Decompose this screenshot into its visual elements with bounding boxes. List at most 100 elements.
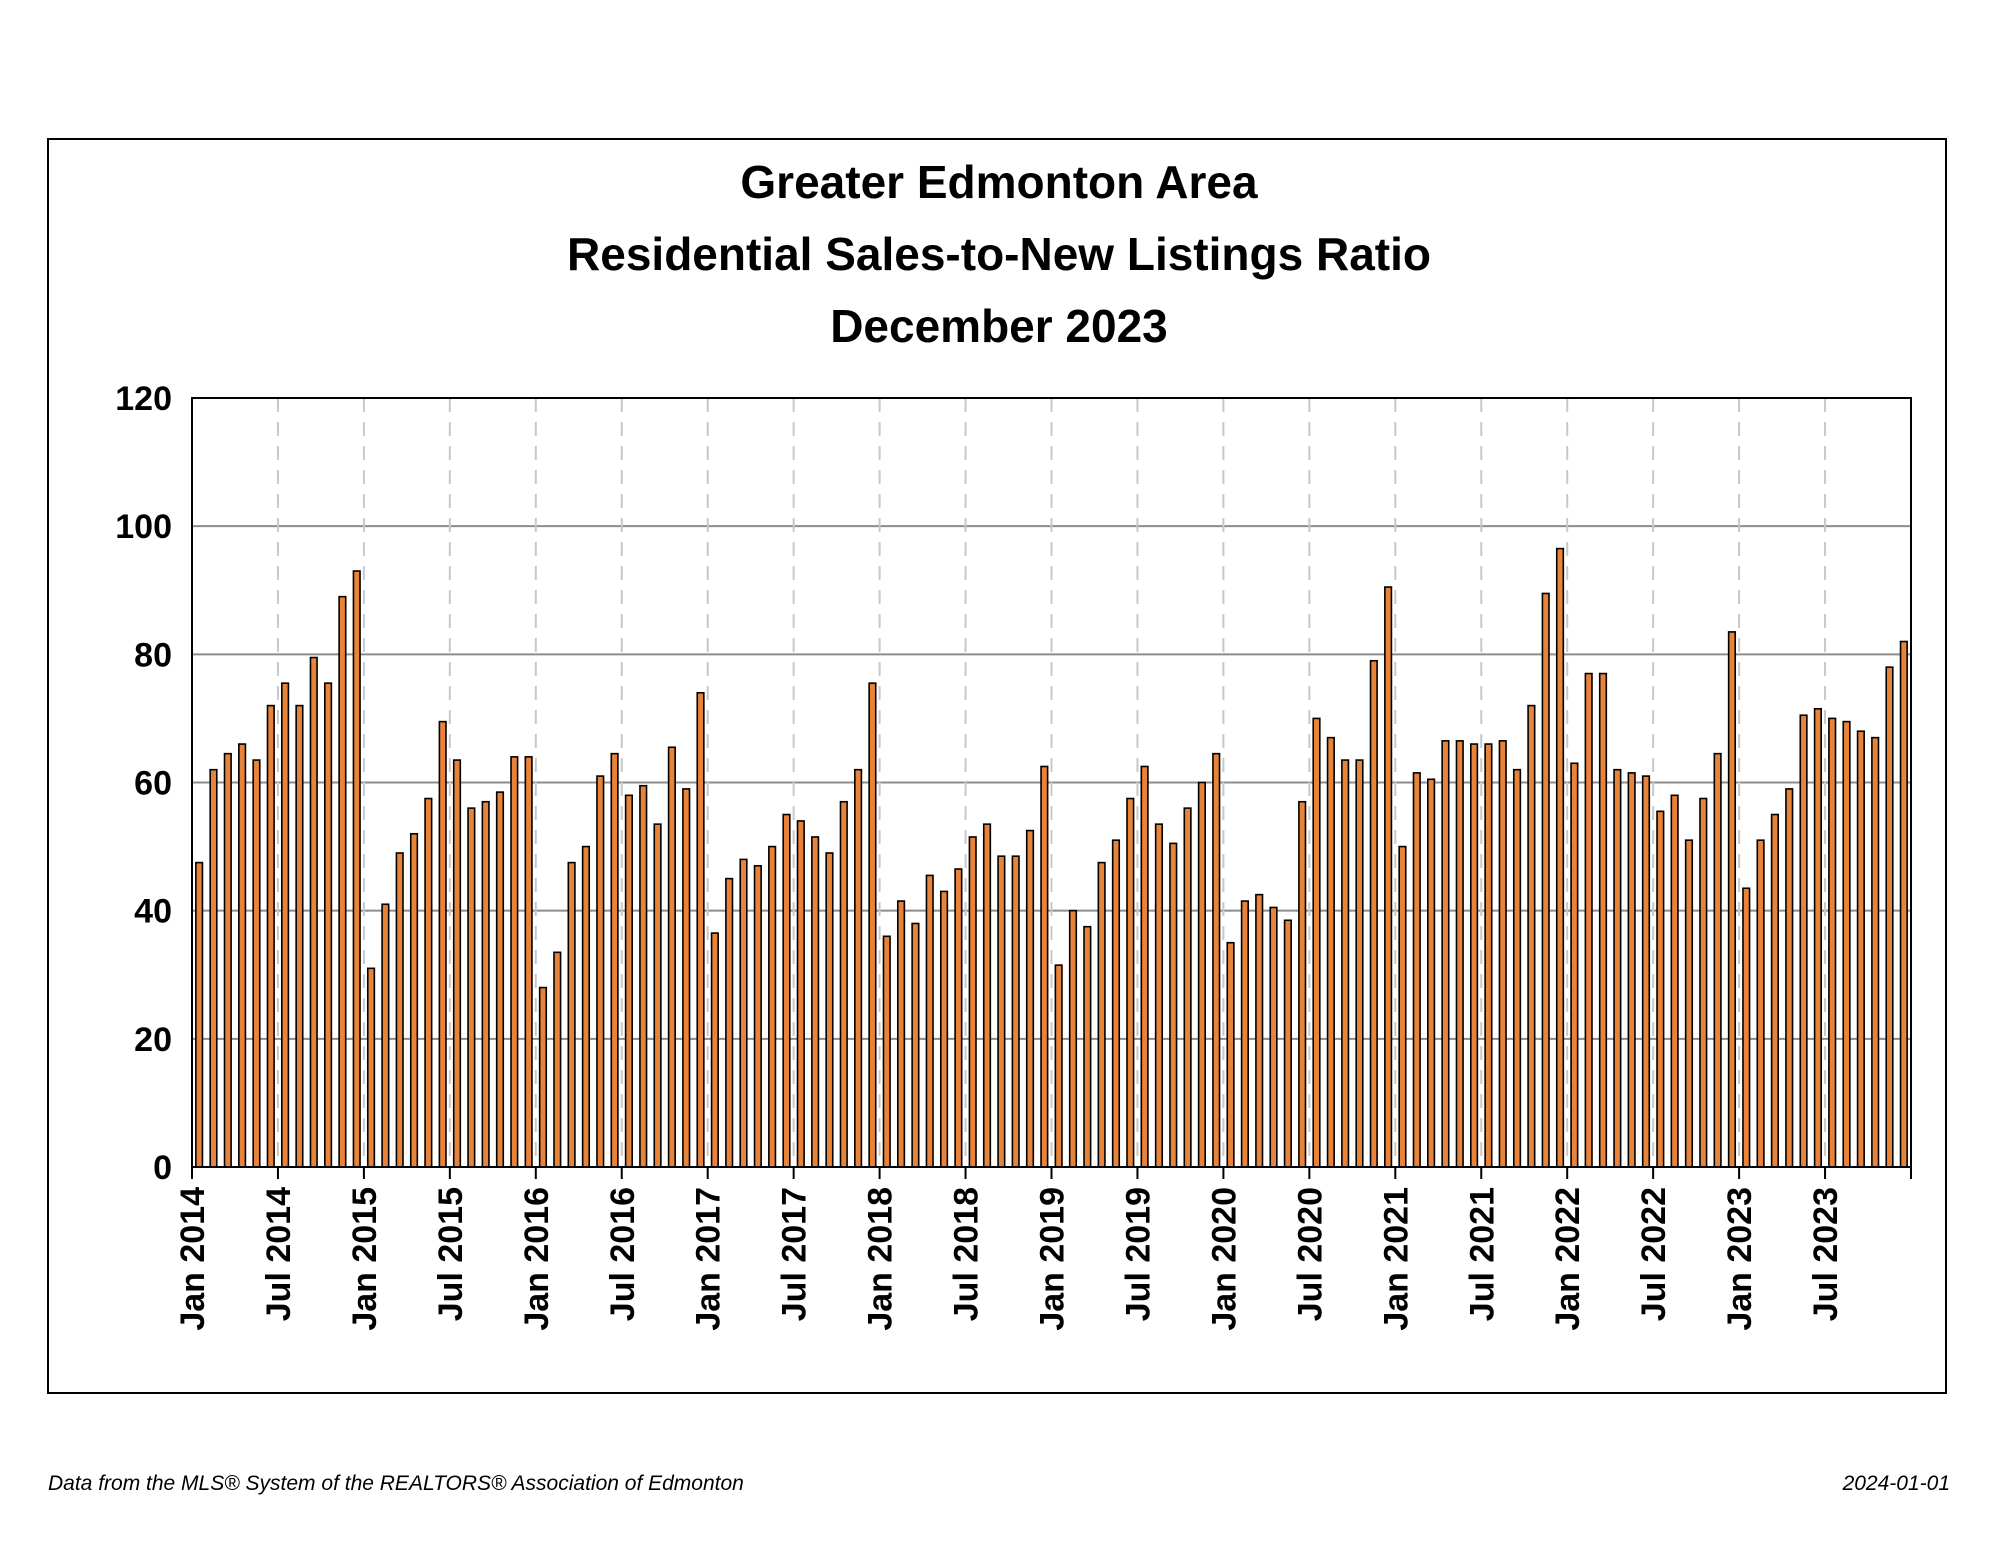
- bar: [1627, 772, 1636, 1168]
- x-tick-label: Jul 2023: [1807, 1187, 1845, 1321]
- bar: [252, 759, 261, 1168]
- x-tick-label: Jul 2022: [1635, 1187, 1673, 1321]
- bar: [682, 788, 691, 1168]
- bar: [1126, 797, 1135, 1168]
- x-axis-tick-labels: Jan 2014 Jul 2014 Jan 2015 Jul 2015 Jan 2016…: [174, 1187, 1845, 1331]
- bar: [1169, 842, 1178, 1168]
- bar: [968, 836, 977, 1168]
- bar: [1541, 592, 1550, 1168]
- x-tick-label: Jul 2021: [1463, 1187, 1501, 1321]
- bar: [495, 791, 505, 1168]
- bar: [538, 986, 548, 1168]
- bar: [1555, 547, 1565, 1168]
- y-tick-label: 60: [134, 765, 172, 803]
- bar: [1871, 736, 1880, 1168]
- bar: [395, 852, 404, 1168]
- bar: [1398, 845, 1407, 1168]
- bar: [467, 807, 476, 1168]
- bar: [438, 720, 447, 1168]
- bar: [1670, 794, 1679, 1168]
- chart-title-line-1: Greater Edmonton Area: [740, 156, 1258, 208]
- bar: [1412, 772, 1421, 1168]
- bar: [581, 845, 591, 1168]
- bar: [725, 877, 734, 1168]
- bar: [1369, 659, 1378, 1168]
- bar: [839, 800, 848, 1168]
- bar: [1226, 941, 1235, 1168]
- x-tick-label: Jan 2023: [1721, 1187, 1759, 1331]
- bar: [1140, 765, 1149, 1168]
- bar: [1240, 900, 1249, 1168]
- chart-frame: Greater Edmonton Area Residential Sales-…: [47, 138, 1947, 1394]
- x-tick-label: Jul 2016: [604, 1187, 642, 1321]
- chart-title: Greater Edmonton Area Residential Sales-…: [567, 156, 1431, 352]
- bar: [266, 704, 275, 1168]
- bar: [452, 759, 462, 1168]
- chart-svg: Greater Edmonton Area Residential Sales-…: [115, 156, 1912, 1331]
- bar: [639, 784, 648, 1168]
- bar: [1298, 800, 1307, 1168]
- bar: [1785, 788, 1794, 1168]
- x-tick-label: Jan 2018: [862, 1187, 900, 1331]
- bar: [1641, 775, 1651, 1168]
- bar: [1899, 640, 1908, 1168]
- bar: [352, 570, 361, 1168]
- bar: [481, 800, 490, 1168]
- x-tick-label: Jan 2016: [518, 1187, 556, 1331]
- x-tick-label: Jul 2020: [1291, 1187, 1329, 1321]
- x-tick-label: Jul 2014: [260, 1187, 298, 1321]
- bar: [338, 595, 347, 1168]
- x-tick-label: Jan 2022: [1549, 1187, 1587, 1331]
- bar: [1212, 752, 1221, 1168]
- grid-layer: [192, 397, 1911, 1167]
- bar: [825, 852, 834, 1168]
- chart-title-line-2: Residential Sales-to-New Listings Ratio: [567, 228, 1431, 280]
- x-tick-label: Jan 2020: [1205, 1187, 1243, 1331]
- bar: [409, 832, 419, 1168]
- bar: [1283, 919, 1292, 1168]
- bar: [1068, 909, 1078, 1168]
- bar: [1326, 736, 1335, 1168]
- bar: [753, 865, 762, 1168]
- bar: [1527, 704, 1536, 1168]
- y-tick-label: 40: [134, 893, 172, 931]
- bar: [939, 890, 949, 1168]
- bar: [1498, 740, 1507, 1168]
- x-tick-label: Jul 2018: [948, 1187, 986, 1321]
- bar: [309, 656, 318, 1168]
- bar: [868, 682, 877, 1168]
- bar: [1025, 829, 1035, 1168]
- bar: [1469, 743, 1479, 1168]
- footer-source-note: Data from the MLS® System of the REALTOR…: [48, 1472, 744, 1495]
- bar: [1713, 752, 1722, 1168]
- y-tick-label: 20: [134, 1021, 172, 1059]
- bar: [1770, 813, 1780, 1168]
- bars-layer: [195, 547, 1908, 1168]
- bar: [295, 704, 304, 1168]
- bar: [782, 813, 791, 1168]
- bar: [768, 845, 777, 1168]
- bar: [1742, 887, 1751, 1168]
- footer-date: 2024-01-01: [1842, 1472, 1950, 1495]
- bar: [1040, 765, 1049, 1168]
- x-tick-label: Jan 2019: [1034, 1187, 1072, 1331]
- bar: [1484, 743, 1493, 1168]
- bar: [710, 932, 719, 1168]
- bar: [811, 836, 820, 1168]
- bar: [1441, 740, 1450, 1168]
- bar: [1598, 672, 1608, 1168]
- bar: [1828, 717, 1837, 1168]
- bar: [1054, 964, 1063, 1168]
- bar: [1885, 666, 1894, 1168]
- bar: [1183, 807, 1192, 1168]
- bar: [610, 752, 619, 1168]
- bar: [1255, 893, 1264, 1168]
- bar: [223, 752, 232, 1168]
- bar: [1570, 762, 1579, 1168]
- x-tick-label: Jul 2017: [776, 1187, 814, 1321]
- x-tick-label: Jul 2015: [432, 1187, 470, 1321]
- bar: [1584, 672, 1593, 1168]
- bar: [911, 922, 920, 1168]
- x-tick-label: Jan 2015: [346, 1187, 384, 1331]
- bar: [896, 900, 906, 1168]
